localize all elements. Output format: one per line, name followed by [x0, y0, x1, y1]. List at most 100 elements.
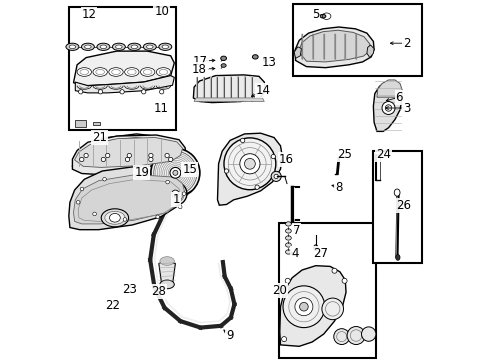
Ellipse shape [270, 171, 281, 181]
Polygon shape [72, 135, 186, 175]
Polygon shape [73, 51, 174, 86]
Ellipse shape [178, 205, 182, 209]
Text: 28: 28 [151, 285, 166, 298]
Ellipse shape [125, 157, 129, 162]
Bar [69, 7, 176, 130]
Ellipse shape [77, 68, 91, 76]
Polygon shape [72, 134, 176, 174]
Ellipse shape [108, 68, 123, 76]
Ellipse shape [285, 243, 291, 247]
Text: 3: 3 [402, 102, 409, 114]
Ellipse shape [156, 215, 159, 219]
Ellipse shape [80, 187, 83, 191]
Ellipse shape [172, 170, 178, 175]
Ellipse shape [159, 90, 163, 94]
Polygon shape [75, 138, 182, 167]
Ellipse shape [320, 14, 325, 18]
Ellipse shape [80, 157, 84, 162]
Bar [373, 151, 421, 263]
Text: 9: 9 [226, 329, 233, 342]
Ellipse shape [84, 45, 91, 49]
Ellipse shape [381, 102, 394, 114]
Ellipse shape [93, 68, 107, 76]
Ellipse shape [101, 157, 105, 162]
Ellipse shape [285, 222, 291, 226]
Ellipse shape [151, 148, 200, 197]
Ellipse shape [333, 329, 349, 345]
Polygon shape [376, 80, 401, 97]
Ellipse shape [281, 337, 286, 342]
Text: 10: 10 [154, 5, 169, 18]
Ellipse shape [182, 192, 185, 195]
Polygon shape [294, 47, 301, 58]
Ellipse shape [143, 43, 156, 50]
Ellipse shape [148, 157, 153, 162]
Text: 7: 7 [292, 224, 300, 237]
Bar [292, 4, 421, 76]
Text: 4: 4 [290, 247, 298, 260]
Polygon shape [366, 45, 373, 58]
Ellipse shape [331, 268, 336, 273]
Ellipse shape [313, 245, 317, 251]
Text: 27: 27 [313, 247, 327, 260]
Bar [278, 223, 375, 358]
Polygon shape [194, 98, 264, 102]
Text: 14: 14 [256, 84, 270, 97]
Ellipse shape [148, 153, 153, 158]
Ellipse shape [346, 327, 365, 345]
Ellipse shape [162, 45, 168, 49]
Polygon shape [298, 30, 369, 62]
Ellipse shape [239, 154, 260, 174]
Text: 26: 26 [395, 199, 410, 212]
Ellipse shape [285, 229, 291, 233]
Polygon shape [217, 133, 282, 205]
Ellipse shape [146, 45, 153, 49]
Polygon shape [75, 76, 174, 93]
Text: 16: 16 [278, 153, 293, 166]
Polygon shape [279, 266, 346, 346]
Text: 8: 8 [334, 181, 342, 194]
Ellipse shape [97, 43, 110, 50]
Polygon shape [193, 75, 265, 103]
Ellipse shape [220, 56, 226, 60]
Ellipse shape [79, 90, 82, 94]
Ellipse shape [342, 278, 346, 283]
Ellipse shape [100, 45, 106, 49]
Ellipse shape [131, 45, 137, 49]
Text: 13: 13 [261, 57, 276, 69]
Ellipse shape [66, 43, 79, 50]
Ellipse shape [224, 169, 228, 173]
Ellipse shape [283, 286, 324, 328]
Ellipse shape [123, 218, 126, 221]
Ellipse shape [105, 153, 110, 158]
Ellipse shape [141, 90, 145, 94]
Ellipse shape [109, 213, 120, 222]
Ellipse shape [385, 105, 391, 111]
Ellipse shape [163, 182, 186, 205]
Ellipse shape [165, 180, 169, 184]
Ellipse shape [135, 175, 139, 178]
Ellipse shape [171, 190, 179, 197]
Polygon shape [373, 81, 401, 131]
Text: 23: 23 [122, 283, 137, 296]
Ellipse shape [98, 90, 102, 94]
Ellipse shape [76, 201, 80, 204]
Ellipse shape [240, 138, 244, 143]
Ellipse shape [127, 43, 141, 50]
Ellipse shape [321, 298, 343, 320]
Text: 12: 12 [81, 8, 96, 21]
Bar [93, 122, 101, 125]
Text: 5: 5 [311, 8, 319, 21]
Text: 25: 25 [336, 148, 351, 161]
Ellipse shape [299, 302, 307, 311]
Ellipse shape [270, 154, 275, 159]
Ellipse shape [273, 174, 278, 179]
Text: 1: 1 [172, 193, 180, 206]
Ellipse shape [102, 177, 106, 181]
Bar [75, 120, 86, 127]
Ellipse shape [395, 255, 399, 260]
Ellipse shape [168, 157, 172, 162]
Text: 11: 11 [153, 102, 168, 115]
Polygon shape [159, 261, 175, 284]
Text: 2: 2 [402, 37, 409, 50]
